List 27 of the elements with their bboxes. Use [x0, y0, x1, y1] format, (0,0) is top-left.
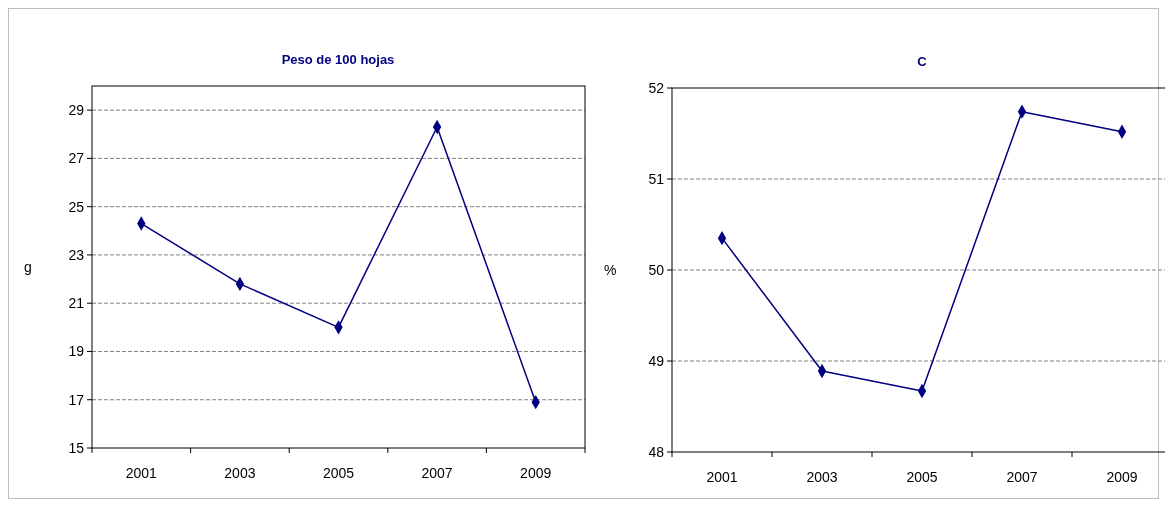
- y-tick-label: 15: [68, 439, 85, 456]
- x-tick-label: 2007: [1006, 469, 1038, 485]
- x-tick-label: 2007: [421, 465, 453, 481]
- x-tick-label: 2001: [706, 469, 738, 485]
- x-tick-label: 2001: [125, 465, 158, 481]
- x-tick-label: 2005: [906, 469, 938, 485]
- x-tick-label: 2005: [322, 465, 355, 481]
- y-tick-label: 50: [648, 261, 665, 278]
- x-tick-label: 2009: [520, 465, 552, 481]
- y-tick-label: 25: [68, 198, 85, 215]
- chart-title: C: [917, 54, 928, 69]
- x-tick-label: 2009: [1106, 469, 1138, 485]
- y-axis-title: g: [24, 258, 32, 275]
- y-tick-label: 48: [648, 443, 665, 460]
- y-tick-label: 52: [648, 79, 665, 96]
- x-tick-label: 2003: [806, 469, 838, 485]
- x-tick-label: 2003: [224, 465, 256, 481]
- y-axis-title: %: [604, 261, 617, 278]
- y-tick-label: 21: [68, 295, 85, 312]
- y-tick-label: 49: [648, 352, 665, 369]
- chart-title: Peso de 100 hojas: [281, 52, 395, 67]
- y-tick-label: 19: [68, 343, 85, 360]
- y-tick-label: 51: [648, 170, 665, 187]
- y-tick-label: 27: [68, 150, 85, 167]
- y-tick-label: 17: [68, 391, 85, 408]
- y-tick-label: 29: [68, 102, 85, 119]
- y-tick-label: 23: [68, 246, 85, 263]
